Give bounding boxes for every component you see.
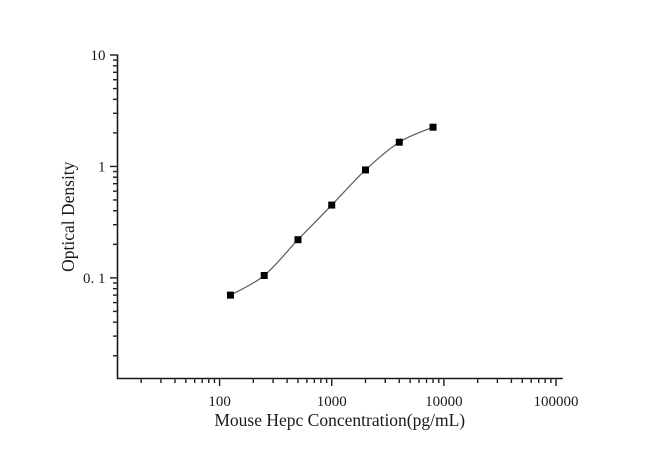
data-point-square — [260, 272, 268, 279]
axis-lines — [116, 54, 563, 380]
data-point-square — [328, 201, 336, 209]
axis-ticks — [110, 54, 557, 386]
data-point-square — [294, 236, 302, 244]
data-point-square — [226, 291, 234, 299]
fit-curve — [230, 126, 434, 296]
x-axis-title: Mouse Hepc Concentration(pg/mL) — [214, 410, 465, 430]
x-tick-label: 10000 — [425, 394, 463, 410]
x-tick-label: 100 — [208, 394, 231, 410]
data-point-square — [361, 166, 369, 174]
axis-tick-labels: 100 1000 10000 100000 10 1 0. 1 — [83, 48, 579, 410]
y-tick-label: 1 — [98, 159, 106, 175]
data-points — [226, 123, 437, 299]
y-tick-label: 10 — [91, 48, 106, 64]
axes — [116, 54, 563, 380]
x-tick-label: 100000 — [534, 394, 579, 410]
data-point-square — [429, 123, 437, 131]
x-tick-label: 1000 — [317, 394, 347, 410]
y-tick-label: 0. 1 — [83, 271, 106, 287]
y-axis-title: Optical Density — [58, 161, 78, 272]
data-point-square — [395, 138, 403, 146]
